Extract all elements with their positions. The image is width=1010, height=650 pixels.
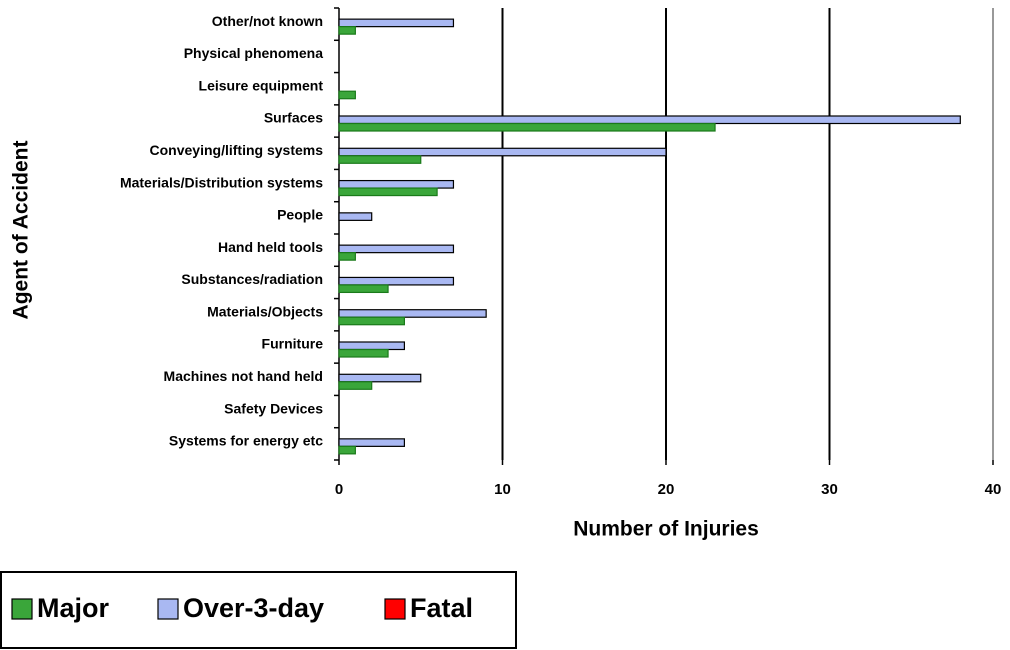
bar: [338, 252, 356, 261]
bar: [338, 438, 406, 447]
bar: [338, 147, 667, 157]
bar: [338, 187, 438, 197]
bar: [338, 445, 356, 455]
bar: [338, 155, 422, 164]
bar: [338, 284, 389, 294]
y-tick-label: Materials/Distribution systems: [120, 174, 323, 190]
y-tick-label: Surfaces: [264, 110, 323, 126]
bar: [338, 348, 389, 358]
bar: [338, 90, 356, 100]
bar: [338, 276, 455, 286]
legend-swatch: [157, 598, 179, 620]
bar: [338, 381, 373, 390]
y-tick-label: Leisure equipment: [199, 77, 324, 93]
bar: [338, 115, 961, 125]
y-tick-label: Conveying/lifting systems: [150, 142, 324, 158]
bar: [338, 309, 487, 318]
x-tick-label: 0: [335, 481, 343, 498]
x-tick-label: 40: [985, 481, 1002, 498]
y-tick-label: Systems for energy etc: [169, 433, 323, 449]
bar: [338, 179, 455, 189]
bar: [338, 212, 373, 221]
y-tick-label: Physical phenomena: [184, 45, 323, 61]
y-tick-label: Substances/radiation: [181, 271, 323, 287]
bar: [338, 244, 455, 254]
bar: [338, 26, 356, 35]
bar: [338, 18, 455, 28]
y-tick-label: Materials/Objects: [207, 303, 323, 319]
y-tick-label: Machines not hand held: [164, 368, 323, 384]
bar: [338, 341, 406, 351]
legend-swatch: [11, 598, 33, 620]
y-tick-label: Safety Devices: [224, 400, 323, 416]
x-tick-label: 10: [494, 481, 511, 498]
x-tick-label: 30: [821, 481, 838, 498]
bar: [338, 373, 422, 383]
y-tick-label: Hand held tools: [218, 239, 323, 255]
y-tick-label: Other/not known: [212, 13, 323, 29]
bar: [338, 316, 406, 326]
x-axis-title: Number of Injuries: [573, 518, 759, 541]
x-tick-label: 20: [658, 481, 675, 498]
bar: [338, 122, 716, 132]
legend-box: [0, 571, 517, 649]
legend-label: Fatal: [410, 593, 473, 623]
y-axis-title: Agent of Accident: [10, 141, 33, 320]
legend-swatch: [384, 598, 406, 620]
legend-label: Over-3-day: [183, 593, 324, 623]
legend-label: Major: [37, 593, 110, 623]
y-tick-label: People: [277, 207, 323, 223]
y-tick-label: Furniture: [262, 336, 324, 352]
